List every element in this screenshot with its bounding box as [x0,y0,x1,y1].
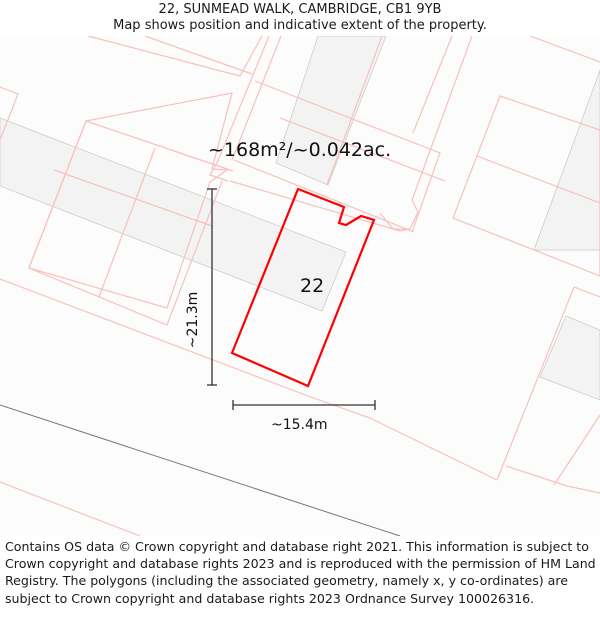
parcel-boundaries [0,36,600,536]
building-bottom-right [539,315,600,401]
area-label: ~168m²/~0.042ac. [208,139,392,161]
width-dimension-label: ~15.4m [271,417,328,433]
building-top-right [533,69,600,251]
building-row-center [0,117,347,312]
property-map[interactable]: ~168m²/~0.042ac. 22 ~21.3m ~15.4m [0,36,600,536]
map-header: 22, SUNMEAD WALK, CAMBRIDGE, CB1 9YB Map… [0,0,600,36]
road-line [0,404,401,536]
copyright-attribution: Contains OS data © Crown copyright and d… [5,539,596,606]
building-footprints [0,36,600,401]
map-subtitle: Map shows position and indicative extent… [113,18,487,33]
height-dimension-label: ~21.3m [185,291,201,349]
height-dimension-line [207,188,217,386]
property-address: 22, SUNMEAD WALK, CAMBRIDGE, CB1 9YB [158,2,442,17]
width-dimension-line [232,400,376,410]
property-boundary[interactable] [230,187,376,388]
plot-number-label: 22 [300,275,325,297]
